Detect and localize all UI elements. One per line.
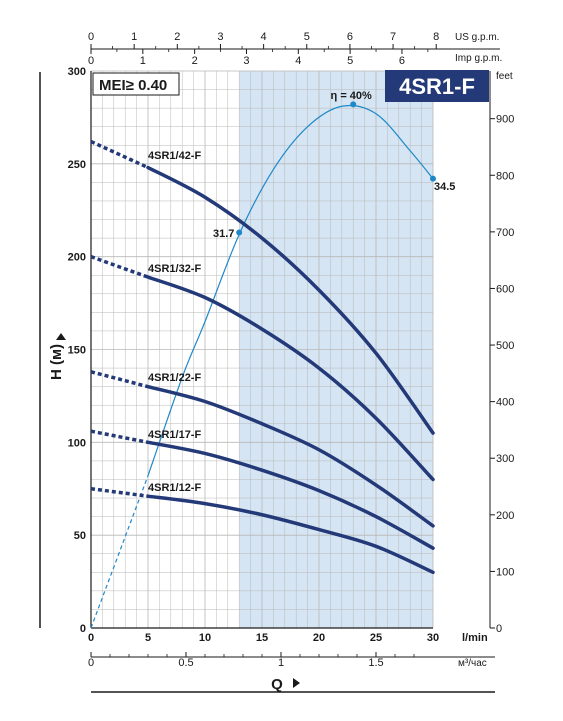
us-gpm-tick-label: 5 [304, 31, 310, 43]
efficiency-point [350, 101, 357, 108]
pump-curve: 4SR1/12-F [90, 482, 435, 575]
y-tick-label: 150 [68, 345, 86, 357]
imp-gpm-tick-label: 1 [140, 55, 146, 67]
feet-unit-label: feet [496, 71, 513, 82]
m3h-tick-label: 1.5 [368, 657, 383, 669]
pump-curve-label: 4SR1/22-F [148, 372, 201, 384]
x-axis-label: Q [271, 676, 283, 693]
feet-tick-label: 500 [496, 340, 514, 352]
pump-curve-line [146, 275, 435, 482]
efficiency-point [236, 229, 243, 236]
pump-curve-label: 4SR1/42-F [148, 150, 201, 162]
us-gpm-tick-label: 7 [390, 31, 396, 43]
pump-curve-line [146, 494, 435, 575]
efficiency-point-label: 34.5 [434, 181, 455, 193]
feet-tick-label: 200 [496, 510, 514, 522]
pump-curve-line [146, 165, 435, 435]
imp-gpm-tick-label: 5 [347, 55, 353, 67]
feet-tick-label: 600 [496, 283, 514, 295]
x-tick-label: 25 [370, 632, 382, 644]
efficiency-point-label: 31.7 [213, 228, 234, 240]
y-tick-label: 50 [74, 530, 86, 542]
y-tick-label: 200 [68, 252, 86, 264]
pump-curve: 4SR1/32-F [90, 255, 435, 482]
m3h-unit-label: м³/час [458, 658, 487, 669]
us-gpm-tick-label: 3 [217, 31, 223, 43]
imp-gpm-tick-label: 0 [88, 55, 94, 67]
m3h-tick-label: 0 [88, 657, 94, 669]
us-gpm-tick-label: 6 [347, 31, 353, 43]
y-tick-label: 100 [68, 437, 86, 449]
pump-curve-label: 4SR1/32-F [148, 263, 201, 275]
x-tick-label: 0 [88, 632, 94, 644]
x-tick-label: 15 [256, 632, 268, 644]
x-tick-label: 5 [145, 632, 151, 644]
mei-badge: MEI≥ 0.40 [92, 72, 180, 96]
x-tick-label: 20 [313, 632, 325, 644]
pump-curve-line [146, 384, 435, 528]
imp-gpm-tick-label: 2 [192, 55, 198, 67]
title-badge-box [385, 70, 489, 102]
pump-curve: 4SR1/17-F [90, 429, 435, 550]
imp-gpm-unit-label: Imp g.p.m. [455, 53, 502, 64]
us-gpm-tick-label: 1 [131, 31, 137, 43]
pump-curve: 4SR1/22-F [90, 370, 435, 528]
m3h-tick-label: 0.5 [178, 657, 193, 669]
us-gpm-tick-label: 0 [88, 31, 94, 43]
y-axis-arrow-icon [56, 333, 66, 340]
chart-title: 4SR1-F [399, 74, 475, 99]
feet-tick-label: 800 [496, 170, 514, 182]
x-tick-label: 30 [427, 632, 439, 644]
feet-tick-label: 900 [496, 114, 514, 126]
pump-curve-label: 4SR1/17-F [148, 429, 201, 441]
imp-gpm-tick-label: 6 [399, 55, 405, 67]
pump-curve-dashed-segment [90, 255, 149, 279]
y-tick-label: 300 [68, 66, 86, 78]
pump-curve-dashed-segment [90, 139, 149, 170]
efficiency-point [430, 175, 436, 182]
efficiency-label: η = 40% [331, 90, 372, 102]
us-gpm-tick-label: 4 [261, 31, 267, 43]
pump-curve-dashed-segment [90, 487, 149, 498]
efficiency-line [147, 104, 434, 476]
feet-tick-label: 400 [496, 397, 514, 409]
pump-curve: 4SR1/42-F [90, 139, 435, 435]
us-gpm-tick-label: 2 [174, 31, 180, 43]
mei-badge-box [92, 72, 180, 96]
imp-gpm-tick-label: 4 [295, 55, 301, 67]
y-tick-label: 250 [68, 159, 86, 171]
efficiency-dashed-segment [90, 475, 149, 629]
us-gpm-unit-label: US g.p.m. [455, 32, 499, 43]
title-badge: 4SR1-F [385, 70, 489, 102]
feet-tick-label: 700 [496, 227, 514, 239]
efficiency-curve: 31.7 34.5 η = 40% [90, 90, 455, 629]
axes [39, 48, 500, 693]
m3h-tick-label: 1 [278, 657, 284, 669]
pump-curve-label: 4SR1/12-F [148, 482, 201, 494]
pump-curve-line [146, 440, 435, 550]
pump-curve-dashed-segment [90, 370, 149, 389]
us-gpm-tick-label: 8 [433, 31, 439, 43]
pump-curves: 4SR1/42-F 4SR1/32-F 4SR1/22-F 4SR1/17-F 4SR1… [90, 139, 435, 575]
y-axis-label: H (м) [48, 344, 65, 380]
feet-tick-label: 100 [496, 566, 514, 578]
feet-tick-label: 0 [496, 623, 502, 635]
x-tick-label: 10 [199, 632, 211, 644]
pump-curve-dashed-segment [90, 429, 149, 445]
mei-badge-text: MEI≥ 0.40 [99, 77, 167, 94]
feet-tick-label: 300 [496, 453, 514, 465]
imp-gpm-tick-label: 3 [243, 55, 249, 67]
y-tick-label: 0 [80, 623, 86, 635]
x-axis-arrow-icon [293, 678, 300, 688]
x-unit-label: l/min [462, 632, 488, 644]
